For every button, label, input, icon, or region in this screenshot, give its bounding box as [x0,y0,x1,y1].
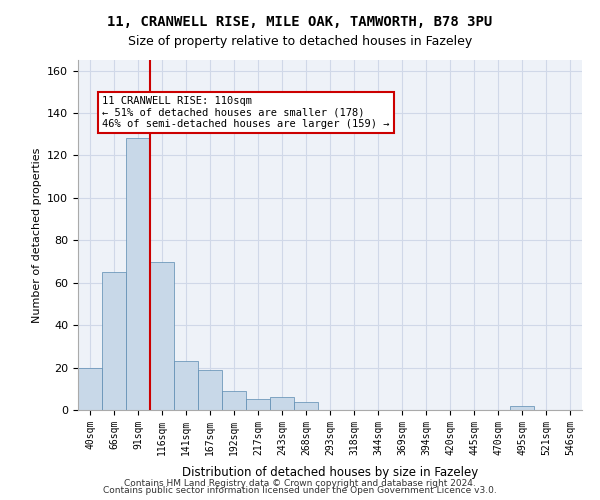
Text: 11 CRANWELL RISE: 110sqm
← 51% of detached houses are smaller (178)
46% of semi-: 11 CRANWELL RISE: 110sqm ← 51% of detach… [102,96,389,130]
Bar [222,391,246,410]
Text: 11, CRANWELL RISE, MILE OAK, TAMWORTH, B78 3PU: 11, CRANWELL RISE, MILE OAK, TAMWORTH, B… [107,15,493,29]
Bar [126,138,150,410]
Bar [246,400,270,410]
Text: Contains public sector information licensed under the Open Government Licence v3: Contains public sector information licen… [103,486,497,495]
Bar [270,398,294,410]
Bar [150,262,174,410]
Y-axis label: Number of detached properties: Number of detached properties [32,148,41,322]
Bar [102,272,126,410]
Bar [294,402,318,410]
Bar [510,406,534,410]
Bar [174,361,198,410]
Bar [78,368,102,410]
Text: Size of property relative to detached houses in Fazeley: Size of property relative to detached ho… [128,35,472,48]
Text: Contains HM Land Registry data © Crown copyright and database right 2024.: Contains HM Land Registry data © Crown c… [124,478,476,488]
X-axis label: Distribution of detached houses by size in Fazeley: Distribution of detached houses by size … [182,466,478,479]
Bar [198,370,222,410]
